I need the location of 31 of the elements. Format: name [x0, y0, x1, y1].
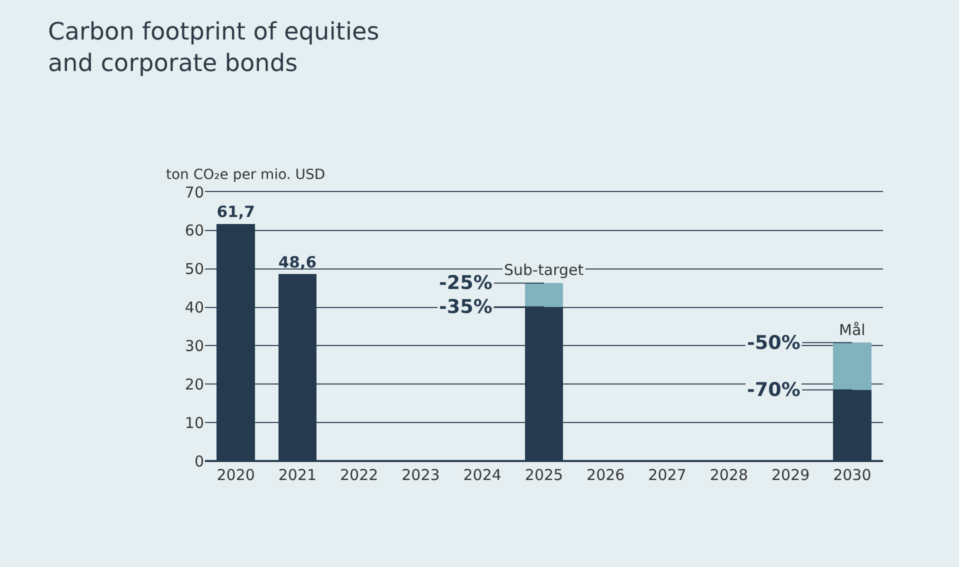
- x-tick-label: 2025: [524, 466, 564, 484]
- y-tick-label: 40: [184, 298, 204, 317]
- data-label: 61,7: [216, 203, 255, 222]
- x-tick-label: 2022: [340, 466, 378, 484]
- y-tick-label: 50: [184, 260, 204, 278]
- annotation: -50%: [747, 332, 800, 354]
- y-tick-label: 60: [184, 222, 204, 240]
- annotation: -70%: [747, 379, 800, 401]
- y-tick-label: 0: [194, 452, 204, 470]
- y-tick-label: 70: [184, 183, 204, 202]
- annotation: -25%: [439, 272, 492, 294]
- annotation: -35%: [439, 296, 492, 318]
- annotation: Mål: [839, 321, 866, 339]
- y-axis-title: ton CO₂e per mio. USD: [166, 167, 326, 183]
- chart-title: Carbon footprint of equities and corporate bonds: [48, 18, 380, 77]
- y-tick-label: 10: [184, 414, 204, 432]
- x-tick-label: 2021: [278, 466, 317, 484]
- x-tick-label: 2027: [648, 466, 686, 484]
- annotation: Sub-target: [504, 261, 584, 279]
- data-label: 48,6: [278, 253, 317, 272]
- x-tick-label: 2030: [833, 466, 872, 484]
- x-tick-label: 2024: [463, 466, 502, 484]
- x-tick-label: 2023: [402, 466, 440, 484]
- y-tick-label: 30: [184, 336, 204, 355]
- bar: [524, 283, 564, 307]
- x-tick-label: 2028: [710, 466, 748, 484]
- x-tick-label: 2020: [216, 466, 255, 484]
- x-tick-label: 2029: [771, 466, 810, 484]
- y-tick-label: 20: [184, 375, 204, 394]
- x-tick-label: 2026: [586, 466, 625, 484]
- bar: [833, 342, 872, 390]
